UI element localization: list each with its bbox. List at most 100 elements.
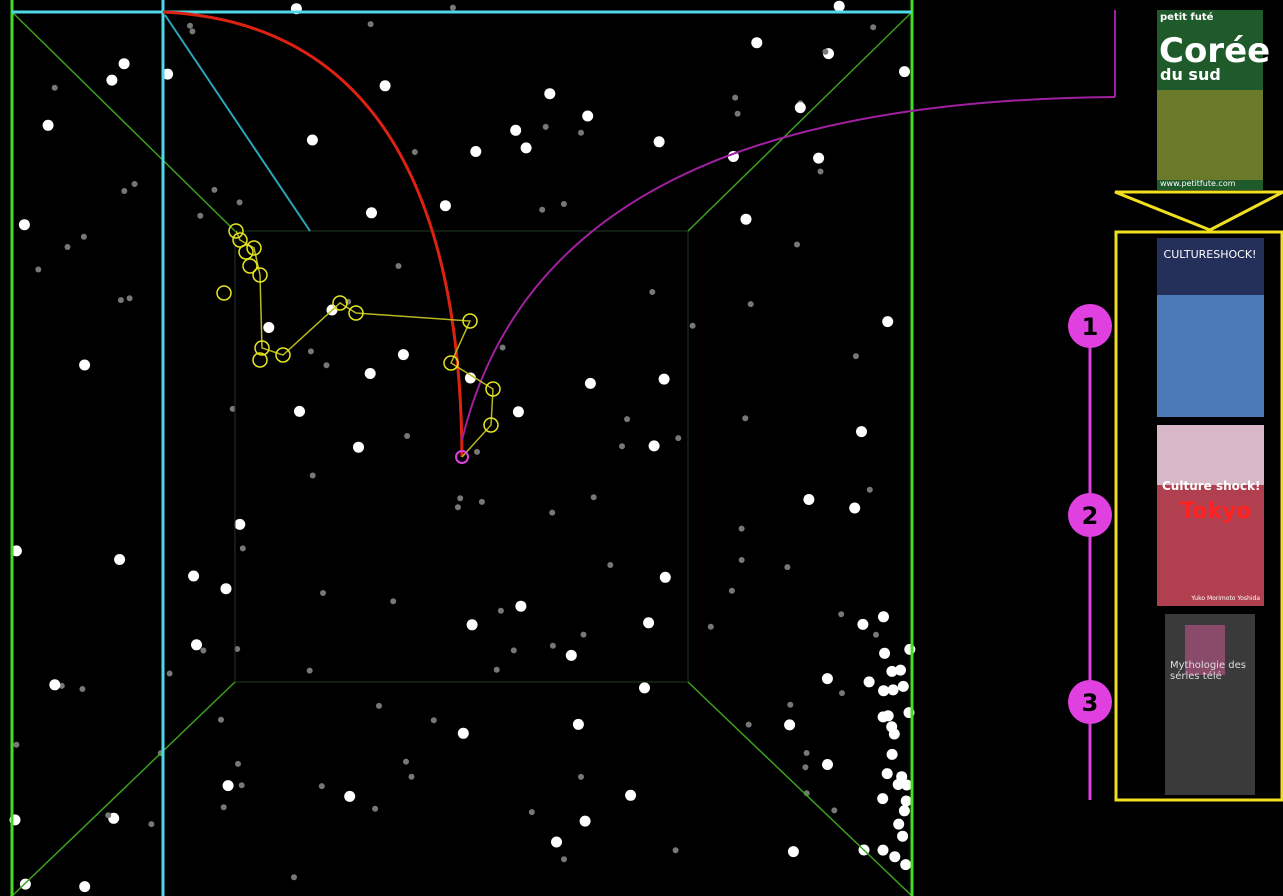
result-cover: Mythologie des séries télé [1165,614,1255,795]
point [747,301,754,308]
point [893,818,905,830]
trajectory-points [216,223,501,433]
point [106,74,118,86]
point [449,4,456,11]
rank-label: 1 [1082,313,1099,341]
rank-label: 3 [1082,689,1099,717]
point [831,807,838,814]
point [191,639,202,651]
point [397,349,409,361]
point [118,58,130,70]
point [886,748,898,760]
point [895,664,906,676]
red-curve [162,10,464,458]
trajectory-point [348,305,364,321]
trajectory-point [216,285,232,301]
point [318,783,325,790]
point [218,716,224,723]
point [649,289,656,295]
point [294,405,305,417]
point [197,212,204,219]
point [188,570,200,582]
point [18,219,30,231]
point [239,545,246,552]
point [229,405,236,412]
point [877,793,889,805]
point [408,773,415,780]
point [839,690,845,697]
point [395,263,402,269]
point [411,149,418,155]
point [794,102,806,114]
point [189,28,196,35]
point [200,647,207,654]
cover-brand: petit futé [1160,11,1214,23]
point [454,504,461,511]
trajectory-point [228,223,244,239]
rank-badges: 1 2 3 [1068,304,1112,724]
point [728,587,735,594]
point [821,673,833,685]
point [882,316,894,328]
point [643,617,655,629]
point [105,812,112,819]
point [857,618,869,630]
point [291,874,297,881]
point [866,486,873,493]
point [549,642,556,649]
point [813,152,825,164]
point [897,830,909,842]
point [474,448,480,455]
point [898,805,910,817]
point [306,667,313,674]
point-cloud [9,0,916,893]
point [849,502,861,514]
point [528,809,535,816]
point [732,94,739,101]
trajectory-point [232,232,248,248]
point [886,665,898,677]
current-point [455,450,469,464]
point [751,37,763,49]
point [42,119,54,131]
point [625,789,637,801]
point [512,406,524,418]
cover-subtitle: du sud [1160,65,1221,84]
box-edges [11,11,913,896]
point [901,779,913,791]
point [478,498,485,505]
point [565,649,577,661]
edge [687,11,913,232]
point [863,676,875,688]
point [306,134,318,146]
point [582,110,594,122]
point [404,433,411,439]
edge [11,11,236,232]
point [659,571,671,583]
cover-art [1157,295,1264,417]
point [838,611,845,618]
point [320,590,326,596]
point [121,188,128,194]
point [738,525,745,532]
point [222,780,234,792]
point [787,846,799,858]
point [856,426,867,438]
point [549,509,556,516]
point [578,129,584,136]
point [734,110,741,117]
trajectory-point [443,355,459,371]
rank-badge [1068,304,1112,348]
point [542,123,549,130]
trajectory-point [252,267,268,283]
point [584,377,596,389]
point [131,181,138,187]
point [457,727,469,739]
point [390,598,397,605]
point [784,719,796,731]
point [544,88,556,100]
result-cover: CULTURESHOCK! [1157,238,1264,417]
trajectory-point [483,417,499,433]
